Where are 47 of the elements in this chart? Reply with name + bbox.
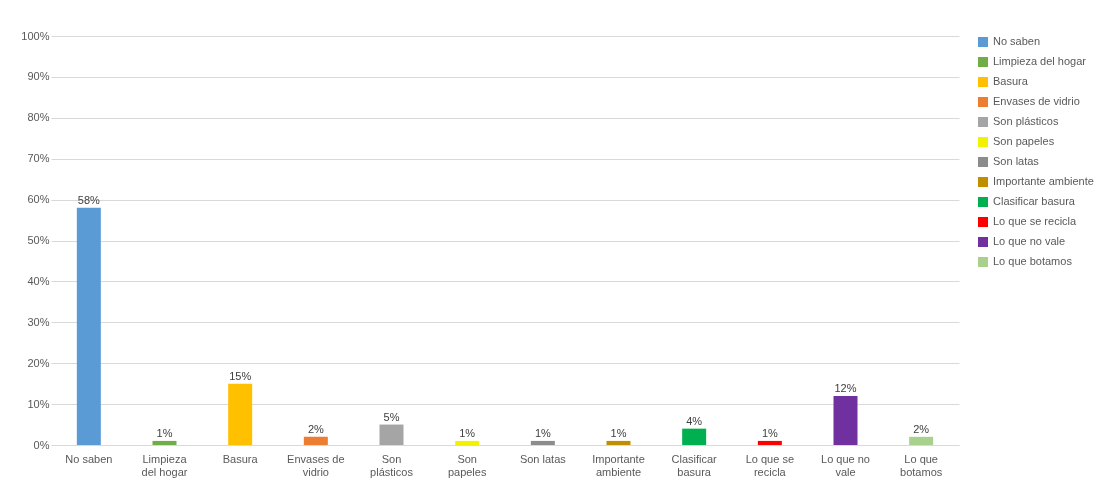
x-tick-label: Son papeles (447, 452, 487, 478)
y-tick-label: 100% (21, 29, 50, 42)
legend-label: Lo que botamos (993, 255, 1073, 267)
x-tick-label: Envases de vidrio (287, 452, 345, 478)
data-label: 1% (761, 426, 778, 439)
y-tick-label: 60% (27, 193, 50, 206)
data-label: 2% (913, 422, 930, 435)
y-tick-label: 0% (33, 438, 50, 451)
data-label: 1% (610, 426, 627, 439)
y-tick-label: 70% (27, 152, 50, 165)
x-tick-label: Limpieza del hogar (141, 452, 188, 478)
data-label: 4% (686, 414, 703, 427)
y-tick-label: 30% (27, 315, 50, 328)
y-tick-label: 20% (27, 356, 50, 369)
x-tick-label: No saben (65, 452, 113, 465)
y-tick-label: 50% (27, 234, 50, 246)
legend-label: Importante ambiente (993, 175, 1094, 187)
data-label: 2% (307, 422, 324, 435)
x-tick-label: Basura (222, 452, 259, 465)
legend-label: Envases de vidrio (993, 95, 1080, 107)
legend-label: Clasificar basura (993, 195, 1076, 207)
legend-label: Son latas (993, 155, 1040, 167)
data-label: 1% (156, 426, 173, 439)
x-tick-label: Son latas (519, 452, 567, 465)
legend-label: Limpieza del hogar (993, 55, 1087, 67)
legend-label: Basura (993, 75, 1029, 87)
legend-label: No saben (993, 35, 1041, 47)
legend-label: Son papeles (993, 135, 1055, 147)
data-label: 1% (534, 426, 551, 439)
x-tick-label: Clasificar basura (671, 452, 718, 478)
y-tick-label: 40% (27, 274, 50, 287)
y-tick-label: 10% (27, 397, 50, 410)
data-label: 12% (834, 381, 857, 394)
data-label: 58% (77, 193, 101, 206)
y-tick-label: 80% (27, 111, 50, 124)
x-tick-label: Lo que botamos (900, 452, 943, 478)
y-tick-label: 90% (27, 70, 50, 83)
legend-label: Lo que no vale (993, 235, 1066, 247)
x-tick-label: Son plásticos (370, 452, 414, 478)
x-tick-label: Lo que no vale (821, 452, 870, 478)
data-label: 5% (383, 410, 400, 423)
legend-label: Son plásticos (993, 115, 1059, 127)
data-label: 15% (229, 369, 252, 382)
data-label: 1% (459, 426, 476, 439)
x-tick-label: Importante ambiente (592, 452, 645, 478)
x-tick-label: Lo que se recicla (745, 452, 794, 478)
legend-label: Lo que se recicla (993, 215, 1078, 227)
